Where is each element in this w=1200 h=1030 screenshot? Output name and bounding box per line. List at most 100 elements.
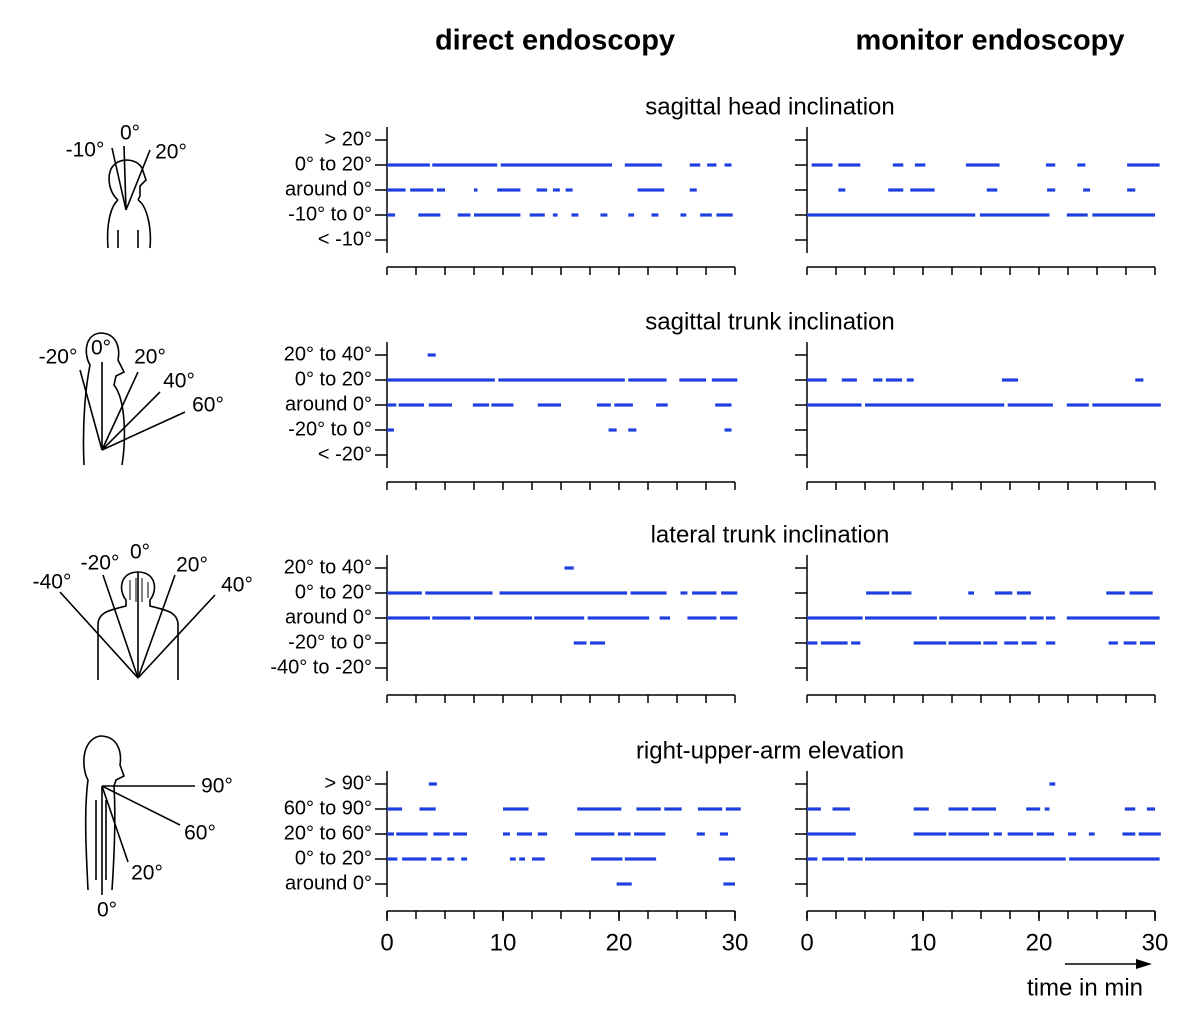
segment: [453, 832, 468, 836]
segment: [913, 641, 947, 645]
segment: [436, 188, 445, 192]
segment: [1092, 213, 1155, 217]
category-label: 20° to 40°: [284, 556, 372, 578]
x-tick-label: 30: [1142, 929, 1169, 956]
segment: [723, 882, 735, 886]
segment: [968, 591, 975, 595]
segment: [387, 213, 396, 217]
segment: [1123, 641, 1137, 645]
angle-label: 20°: [155, 141, 187, 164]
segment: [500, 163, 613, 167]
segment: [679, 378, 706, 382]
segment: [427, 353, 436, 357]
category-label: > 90°: [325, 772, 372, 794]
segment: [1124, 807, 1136, 811]
segment: [719, 832, 729, 836]
segment: [410, 188, 434, 192]
segment: [807, 616, 863, 620]
segment: [1004, 641, 1019, 645]
segment: [659, 616, 671, 620]
segment: [534, 616, 585, 620]
segment: [822, 857, 845, 861]
category-label: -20° to 0°: [288, 631, 372, 653]
segment: [634, 832, 666, 836]
segment: [687, 616, 717, 620]
segment: [617, 832, 631, 836]
segment: [1021, 641, 1037, 645]
segment: [387, 188, 406, 192]
segment: [1122, 832, 1136, 836]
segment: [628, 378, 667, 382]
segment: [596, 403, 611, 407]
segment: [689, 163, 701, 167]
angle-label: 20°: [134, 346, 166, 369]
segment: [1088, 832, 1095, 836]
arm-figure: [83, 735, 195, 895]
segment: [697, 807, 723, 811]
segment: [1007, 832, 1034, 836]
segment: [811, 163, 833, 167]
segment: [719, 616, 738, 620]
segment: [499, 591, 628, 595]
x-tick-label: 0: [380, 929, 393, 956]
segment: [432, 163, 498, 167]
segment: [892, 163, 904, 167]
angle-label: -40°: [33, 571, 72, 594]
segment: [1108, 641, 1118, 645]
segment: [532, 857, 545, 861]
segment: [865, 403, 1005, 407]
angle-label: -10°: [66, 139, 105, 162]
segment: [1036, 832, 1055, 836]
angle-label: 40°: [163, 370, 195, 393]
segment: [519, 857, 526, 861]
segment: [419, 807, 436, 811]
angle-label: -20°: [39, 346, 78, 369]
segment: [1066, 213, 1088, 217]
segment: [387, 378, 495, 382]
segment: [1083, 188, 1091, 192]
segment: [498, 378, 625, 382]
category-label: -20° to 0°: [288, 418, 372, 440]
segment: [807, 857, 818, 861]
segment: [807, 378, 827, 382]
segment: [497, 188, 521, 192]
segment: [715, 403, 732, 407]
segment: [847, 857, 863, 861]
segment: [447, 857, 455, 861]
segment: [457, 213, 471, 217]
segment: [724, 163, 732, 167]
segment: [838, 163, 861, 167]
segment: [1129, 591, 1153, 595]
category-label: around 0°: [285, 872, 372, 894]
segment: [636, 807, 661, 811]
segment: [914, 163, 926, 167]
segment: [628, 213, 635, 217]
row-title: sagittal trunk inclination: [645, 308, 894, 335]
panel-title: monitor endoscopy: [855, 25, 1124, 57]
segment: [537, 403, 561, 407]
segment: [725, 807, 741, 811]
segment: [503, 832, 510, 836]
category-label: -40° to -20°: [270, 656, 372, 678]
segment: [885, 378, 903, 382]
segment: [664, 807, 682, 811]
segment: [529, 213, 545, 217]
segment: [1045, 163, 1056, 167]
category-label: < -20°: [318, 443, 372, 465]
category-label: 0° to 20°: [295, 847, 372, 869]
segment: [565, 188, 573, 192]
segment: [700, 213, 712, 217]
segment: [807, 213, 976, 217]
row-title: right-upper-arm elevation: [636, 737, 904, 764]
category-label: 20° to 40°: [284, 343, 372, 365]
segment: [624, 857, 657, 861]
segment: [564, 566, 574, 570]
segment: [651, 213, 659, 217]
segment: [1066, 616, 1160, 620]
segment: [965, 163, 1000, 167]
x-tick-label: 0: [800, 929, 813, 956]
segment: [807, 832, 856, 836]
segment: [431, 857, 442, 861]
segment: [573, 641, 587, 645]
segment: [832, 807, 850, 811]
